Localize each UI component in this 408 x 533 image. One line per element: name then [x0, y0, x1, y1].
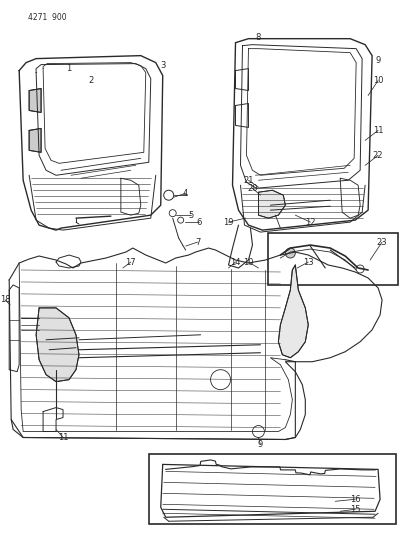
- Text: 9: 9: [258, 440, 263, 449]
- Text: 1: 1: [67, 64, 72, 73]
- Text: 2: 2: [88, 76, 93, 85]
- Bar: [149, 455, 396, 524]
- Text: 16: 16: [350, 495, 361, 504]
- Text: 6: 6: [196, 217, 201, 227]
- Text: 10: 10: [243, 257, 254, 266]
- Polygon shape: [29, 88, 41, 112]
- Text: 18: 18: [0, 295, 11, 304]
- Text: 15: 15: [350, 505, 360, 514]
- Polygon shape: [278, 265, 308, 358]
- Text: 21: 21: [243, 176, 254, 185]
- Text: 23: 23: [377, 238, 387, 247]
- Polygon shape: [29, 128, 41, 152]
- Text: 10: 10: [373, 76, 384, 85]
- Text: 4: 4: [183, 189, 188, 198]
- Text: 13: 13: [303, 257, 314, 266]
- Text: 5: 5: [188, 211, 193, 220]
- Text: 4271  900: 4271 900: [28, 13, 67, 22]
- Text: 14: 14: [230, 257, 241, 266]
- Bar: [268, 233, 398, 285]
- Text: 8: 8: [256, 33, 261, 42]
- Text: 17: 17: [126, 257, 136, 266]
- Text: 11: 11: [58, 433, 68, 442]
- Text: 12: 12: [305, 217, 315, 227]
- Circle shape: [285, 248, 295, 258]
- Text: 7: 7: [195, 238, 200, 247]
- Text: 11: 11: [373, 126, 384, 135]
- Text: 22: 22: [373, 151, 384, 160]
- Text: 19: 19: [223, 217, 234, 227]
- Text: 20: 20: [247, 184, 258, 193]
- Polygon shape: [36, 308, 79, 382]
- Polygon shape: [258, 190, 285, 218]
- Text: 9: 9: [375, 56, 381, 65]
- Text: 3: 3: [160, 61, 165, 70]
